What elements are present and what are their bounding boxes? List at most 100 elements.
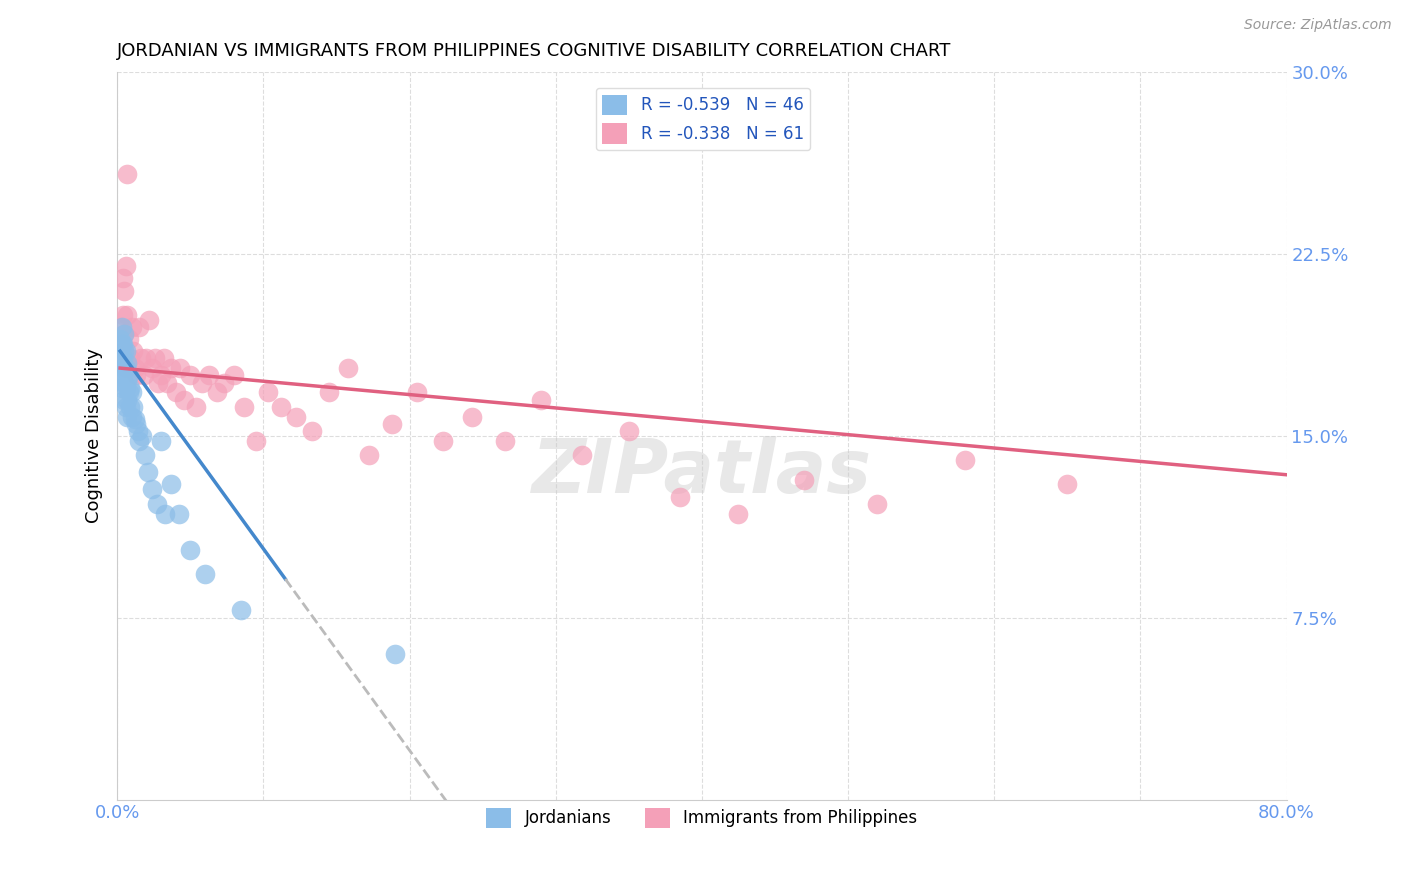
Point [165,385,187,400]
Point [184,400,207,414]
Point [122,400,145,414]
Point [669,490,692,504]
Point [117,356,139,370]
Point [432,434,454,448]
Point [114,327,136,342]
Point [256,385,278,400]
Point [112,368,135,383]
Point [118,368,141,383]
Point [1056,477,1078,491]
Point [115,260,138,274]
Point [120,351,142,366]
Point [212,376,235,390]
Point [128,434,150,448]
Point [866,497,889,511]
Point [160,361,183,376]
Point [121,409,143,424]
Point [110,361,132,376]
Point [198,368,221,383]
Point [110,380,132,394]
Point [191,376,214,390]
Point [131,429,153,443]
Point [117,409,139,424]
Point [160,477,183,491]
Point [530,392,553,407]
Point [381,417,404,431]
Point [301,424,323,438]
Point [461,409,484,424]
Point [115,400,138,414]
Point [121,319,143,334]
Point [793,473,815,487]
Point [127,424,149,438]
Point [110,319,132,334]
Point [115,380,138,394]
Point [405,385,427,400]
Point [270,400,292,414]
Point [110,344,132,359]
Point [231,603,253,617]
Point [150,368,173,383]
Point [132,368,155,383]
Point [953,453,976,467]
Point [117,392,139,407]
Point [571,448,593,462]
Point [114,327,136,342]
Point [129,351,152,366]
Point [118,385,141,400]
Point [150,434,173,448]
Point [114,284,136,298]
Point [120,380,142,394]
Point [128,319,150,334]
Point [135,351,157,366]
Point [194,567,217,582]
Point [134,448,156,462]
Point [112,308,135,322]
Point [617,424,640,438]
Point [138,312,160,326]
Point [114,361,136,376]
Point [494,434,516,448]
Point [124,361,146,376]
Point [153,351,176,366]
Point [233,400,256,414]
Point [115,361,138,376]
Point [112,337,135,351]
Text: ZIPatlas: ZIPatlas [531,436,872,508]
Point [136,466,159,480]
Point [179,368,201,383]
Point [156,376,179,390]
Point [146,376,169,390]
Point [121,385,143,400]
Point [117,308,139,322]
Point [357,448,380,462]
Point [169,361,191,376]
Point [727,507,749,521]
Point [117,167,139,181]
Text: JORDANIAN VS IMMIGRANTS FROM PHILIPPINES COGNITIVE DISABILITY CORRELATION CHART: JORDANIAN VS IMMIGRANTS FROM PHILIPPINES… [117,42,952,60]
Point [224,368,246,383]
Point [110,337,132,351]
Point [108,332,131,346]
Point [115,344,138,359]
Point [125,417,148,431]
Point [155,507,177,521]
Point [122,344,145,359]
Point [337,361,360,376]
Point [115,361,138,376]
Y-axis label: Cognitive Disability: Cognitive Disability [86,349,103,524]
Legend: Jordanians, Immigrants from Philippines: Jordanians, Immigrants from Philippines [479,801,924,835]
Point [114,376,136,390]
Point [245,434,267,448]
Point [167,507,190,521]
Point [284,409,307,424]
Point [145,497,167,511]
Point [117,373,139,387]
Point [125,368,148,383]
Point [112,271,135,285]
Point [108,351,131,366]
Point [205,385,228,400]
Point [179,542,201,557]
Point [112,351,135,366]
Point [120,400,142,414]
